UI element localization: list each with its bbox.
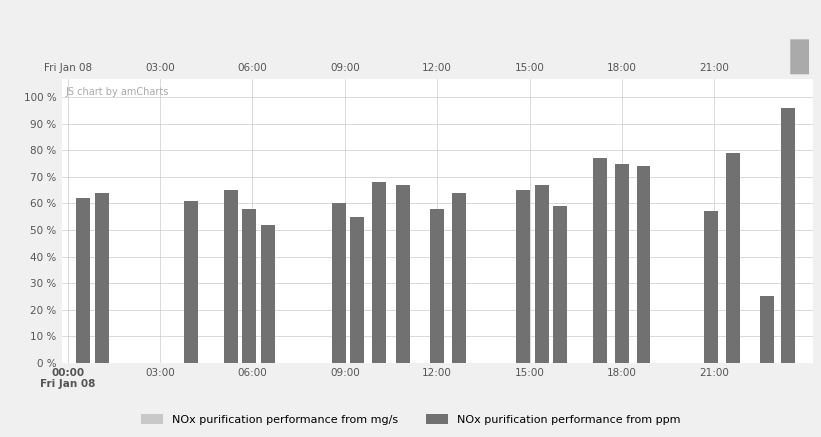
Bar [224,190,238,363]
Bar [332,204,346,363]
Bar [782,108,795,363]
Bar [372,182,386,363]
Bar [615,163,629,363]
Bar [516,190,530,363]
Bar [261,225,275,363]
Bar [452,193,466,363]
Bar [184,201,198,363]
Bar [397,185,410,363]
Bar [535,185,548,363]
Bar [76,198,90,363]
Text: JS chart by amCharts: JS chart by amCharts [66,87,168,97]
Bar [594,158,608,363]
Bar [430,209,444,363]
FancyBboxPatch shape [791,39,809,74]
Bar [242,209,256,363]
Bar [351,217,364,363]
Legend: NOx purification performance from mg/s, NOx purification performance from ppm: NOx purification performance from mg/s, … [136,410,685,429]
Bar [94,193,108,363]
Bar [636,166,650,363]
Bar [553,206,567,363]
Bar [704,212,718,363]
Bar [726,153,740,363]
Bar [759,296,773,363]
